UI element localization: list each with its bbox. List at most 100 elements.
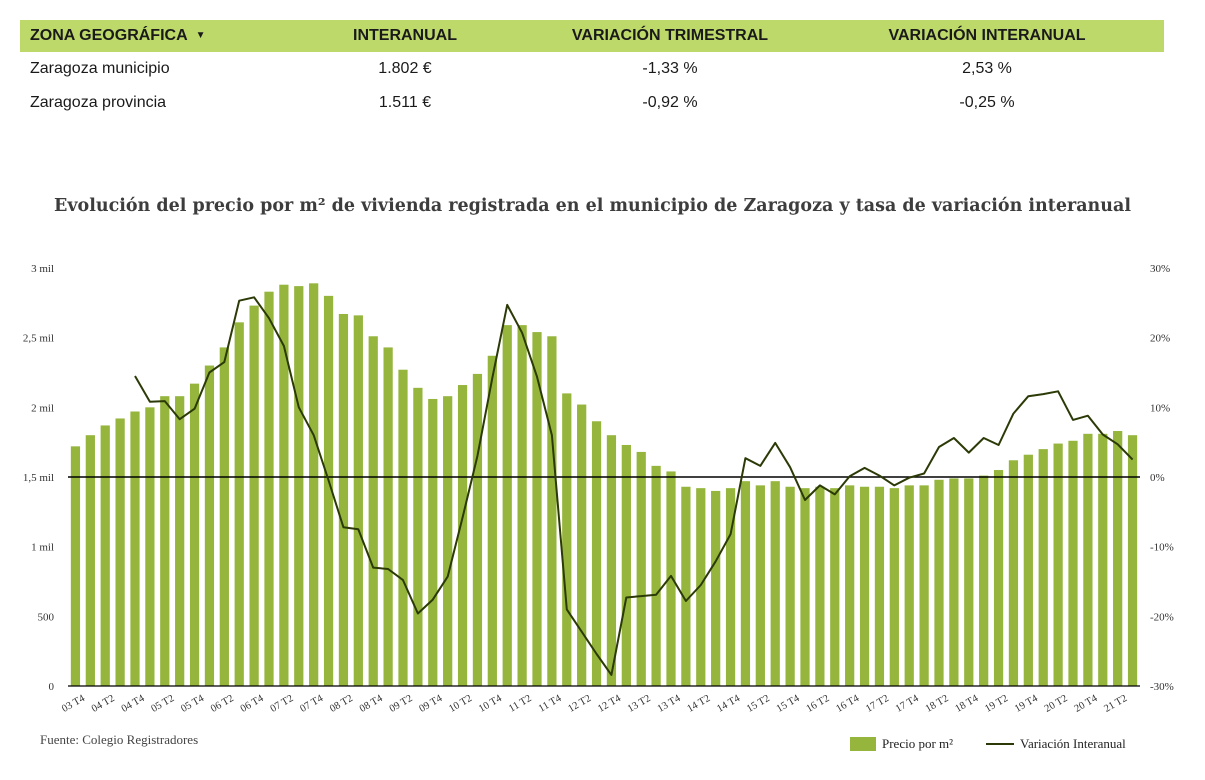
header-variacion-trimestral: VARIACIÓN TRIMESTRAL [530,20,810,52]
x-tick-label: 08 T2 [328,693,355,715]
x-tick-label: 16 T2 [805,693,832,715]
x-tick-label: 20 T2 [1043,693,1070,715]
bar [115,418,125,686]
x-tick-label: 14 T4 [715,693,742,715]
header-interanual: INTERANUAL [280,20,530,52]
x-tick-label: 11 T4 [537,693,564,715]
bar [725,488,736,686]
bar [815,486,825,686]
cell-var-interanual: -0,25 % [959,94,1015,111]
y-left-tick-label: 1,5 mil [23,472,54,484]
bar [100,425,110,686]
legend-bar-swatch [850,737,876,751]
legend-item-precio: Precio por m² [850,736,953,752]
legend-item-variacion: Variación Interanual [986,736,1126,752]
x-tick-label: 10 T4 [477,693,504,715]
bar [740,481,751,686]
x-tick-label: 13 T4 [656,693,683,715]
table-row: Zaragoza municipio 1.802 € -1,33 % 2,53 … [20,52,1164,86]
x-tick-label: 05 T4 [179,693,206,715]
bar [1127,435,1138,686]
price-summary-table: ZONA GEOGRÁFICA ▼ INTERANUAL VARIACIÓN TR… [20,20,1164,120]
x-tick-label: 04 T4 [120,693,147,715]
cell-zona: Zaragoza municipio [30,60,170,77]
header-zona-label: ZONA GEOGRÁFICA [30,27,188,44]
bar [175,396,185,686]
bar [279,284,289,686]
bar [323,295,334,686]
legend-line-swatch [986,743,1014,745]
bar [130,411,140,686]
bar [1038,449,1048,686]
y-right-tick-label: -10% [1150,542,1174,554]
table-row: Zaragoza provincia 1.511 € -0,92 % -0,25… [20,86,1164,120]
x-tick-label: 06 T2 [209,693,236,715]
header-zona[interactable]: ZONA GEOGRÁFICA ▼ [20,20,280,52]
x-tick-label: 21 T2 [1102,693,1129,715]
bar [547,336,557,686]
legend-label-variacion: Variación Interanual [1020,736,1126,751]
y-right-tick-label: 0% [1150,472,1165,484]
bar [472,373,483,686]
bar [249,305,259,686]
bar [859,486,870,686]
cell-zona: Zaragoza provincia [30,94,167,111]
y-right-tick-label: 30% [1150,263,1170,275]
bar [1113,431,1123,686]
y-left-tick-label: 2,5 mil [23,333,54,345]
bar [353,315,363,686]
bar [800,488,810,686]
bar [696,488,706,686]
x-tick-label: 20 T4 [1073,693,1100,715]
caret-down-icon[interactable]: ▼ [195,30,206,42]
bar [398,369,408,686]
bar [517,325,527,686]
x-tick-label: 19 T2 [983,693,1010,715]
bar [309,283,319,686]
bar [979,475,989,686]
bar [428,398,438,686]
bar [219,347,229,686]
bar [934,479,944,686]
bar [874,486,885,686]
x-tick-label: 15 T2 [745,693,772,715]
y-right-tick-label: -30% [1150,681,1174,693]
bar [1053,443,1063,686]
cell-var-interanual: 2,53 % [962,60,1012,77]
x-tick-label: 11 T2 [507,693,533,715]
bar [636,451,646,686]
x-tick-label: 09 T2 [388,693,415,715]
bar [1098,433,1108,686]
bar [487,355,497,686]
bar [770,481,780,686]
bar [830,488,840,686]
bar [889,488,899,686]
bar [532,332,542,686]
x-tick-label: 09 T4 [417,693,444,715]
bar [413,387,423,686]
x-tick-label: 06 T4 [239,693,266,715]
bar [294,286,304,686]
series-line-variacion [134,296,1134,676]
bar [1023,454,1033,686]
x-tick-label: 03 T4 [60,693,87,715]
bar [1008,460,1019,686]
header-variacion-interanual: VARIACIÓN INTERANUAL [810,20,1164,52]
bar [204,365,215,686]
bar [577,404,587,686]
bar [562,393,572,686]
y-right-tick-label: 20% [1150,333,1170,345]
y-left-tick-label: 1 mil [31,542,54,554]
bar [264,291,274,686]
bar [651,465,661,686]
bar [845,485,855,686]
bar [591,421,602,686]
x-tick-label: 18 T4 [953,693,980,715]
x-tick-label: 13 T2 [626,693,653,715]
y-left-tick-label: 3 mil [31,263,54,275]
x-tick-label: 07 T4 [298,693,325,715]
bar [160,396,170,686]
x-tick-label: 05 T2 [149,693,176,715]
x-tick-label: 18 T2 [924,693,951,715]
x-tick-label: 12 T4 [596,693,623,715]
